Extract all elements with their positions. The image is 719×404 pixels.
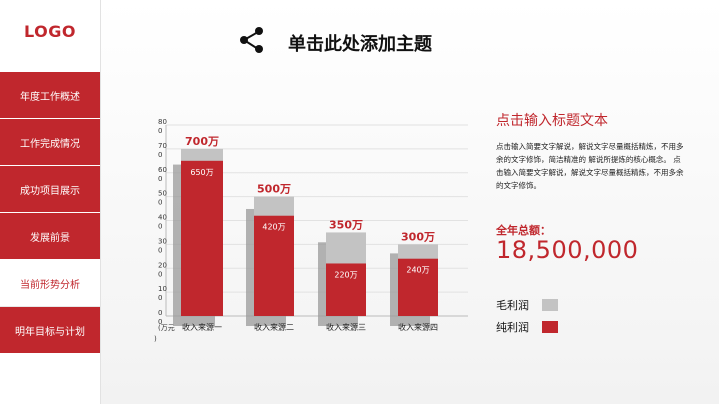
y-tick-label: 60 — [158, 166, 167, 174]
y-tick-label: 70 — [158, 142, 167, 150]
bar-net — [326, 263, 366, 316]
bar-net — [181, 160, 223, 316]
bar-total-label: 300万 — [401, 230, 435, 243]
y-tick-label-suffix: 0 — [158, 199, 162, 207]
y-tick-label-suffix: 0 — [158, 127, 162, 135]
x-tick-label: 收入来源四 — [398, 322, 438, 332]
bar-net-label: 220万 — [334, 270, 357, 279]
y-tick-label: 30 — [158, 237, 167, 245]
bar-total-label: 500万 — [257, 183, 291, 196]
y-tick-label-suffix: 0 — [158, 151, 162, 159]
legend-item-net: 纯利润 — [496, 316, 558, 338]
sidebar: LOGO 年度工作概述 工作完成情况 成功项目展示 发展前景 当前形势分析 明年… — [0, 0, 101, 404]
sidebar-item-current-situation[interactable]: 当前形势分析 — [0, 260, 100, 307]
bar-net-label: 420万 — [262, 223, 285, 232]
logo: LOGO — [24, 22, 76, 41]
y-tick-label-suffix: 0 — [158, 246, 162, 254]
sidebar-item-success-projects[interactable]: 成功项目展示 — [0, 166, 100, 213]
y-tick-label-suffix: 0 — [158, 270, 162, 278]
y-tick-label: 40 — [158, 214, 167, 222]
bar-total-label: 350万 — [329, 218, 363, 231]
unit-label-cont: ) — [154, 335, 157, 343]
unit-label: (万元 — [158, 324, 175, 332]
sidebar-item-next-year-plan[interactable]: 明年目标与计划 — [0, 307, 100, 354]
bar-chart: 80070060050040030020010000(万元)700万650万收入… — [154, 118, 468, 343]
y-tick-label: 20 — [158, 261, 167, 269]
share-icon — [240, 27, 263, 53]
sidebar-nav: 年度工作概述 工作完成情况 成功项目展示 发展前景 当前形势分析 明年目标与计划 — [0, 72, 100, 354]
legend-swatch-net — [542, 321, 558, 333]
x-tick-label: 收入来源二 — [254, 322, 294, 332]
y-tick-label-suffix: 0 — [158, 294, 162, 302]
legend-swatch-gross — [542, 299, 558, 311]
total-label: 全年总额： — [496, 224, 551, 237]
x-tick-label: 收入来源三 — [326, 322, 366, 332]
y-tick-label-suffix: 0 — [158, 175, 162, 183]
side-description[interactable]: 点击输入简要文字解说，解说文字尽量概括精炼，不用多余的文字修饰，简洁精准的 解说… — [496, 142, 684, 190]
total-value: 18,500,000 — [496, 236, 639, 264]
y-tick-label-suffix: 0 — [158, 318, 162, 326]
sidebar-item-annual-overview[interactable]: 年度工作概述 — [0, 72, 100, 119]
sidebar-item-prospects[interactable]: 发展前景 — [0, 213, 100, 260]
y-tick-label: 0 — [158, 309, 162, 317]
sidebar-item-work-completion[interactable]: 工作完成情况 — [0, 119, 100, 166]
y-tick-label-suffix: 0 — [158, 223, 162, 231]
x-tick-label: 收入来源一 — [182, 322, 222, 332]
bar-total-label: 700万 — [185, 135, 219, 148]
y-tick-label: 80 — [158, 118, 167, 126]
y-tick-label: 50 — [158, 190, 167, 198]
legend: 毛利润 纯利润 — [496, 294, 558, 338]
bar-net-label: 650万 — [190, 168, 213, 177]
legend-label-net: 纯利润 — [496, 321, 529, 334]
legend-label-gross: 毛利润 — [496, 299, 529, 312]
page-title: 单击此处添加主题 — [288, 34, 432, 55]
legend-item-gross: 毛利润 — [496, 294, 558, 316]
y-tick-label: 10 — [158, 285, 167, 293]
bar-net — [398, 258, 438, 316]
side-title[interactable]: 点击输入标题文本 — [496, 113, 608, 129]
bar-net-label: 240万 — [406, 266, 429, 275]
bar-net — [254, 215, 294, 316]
